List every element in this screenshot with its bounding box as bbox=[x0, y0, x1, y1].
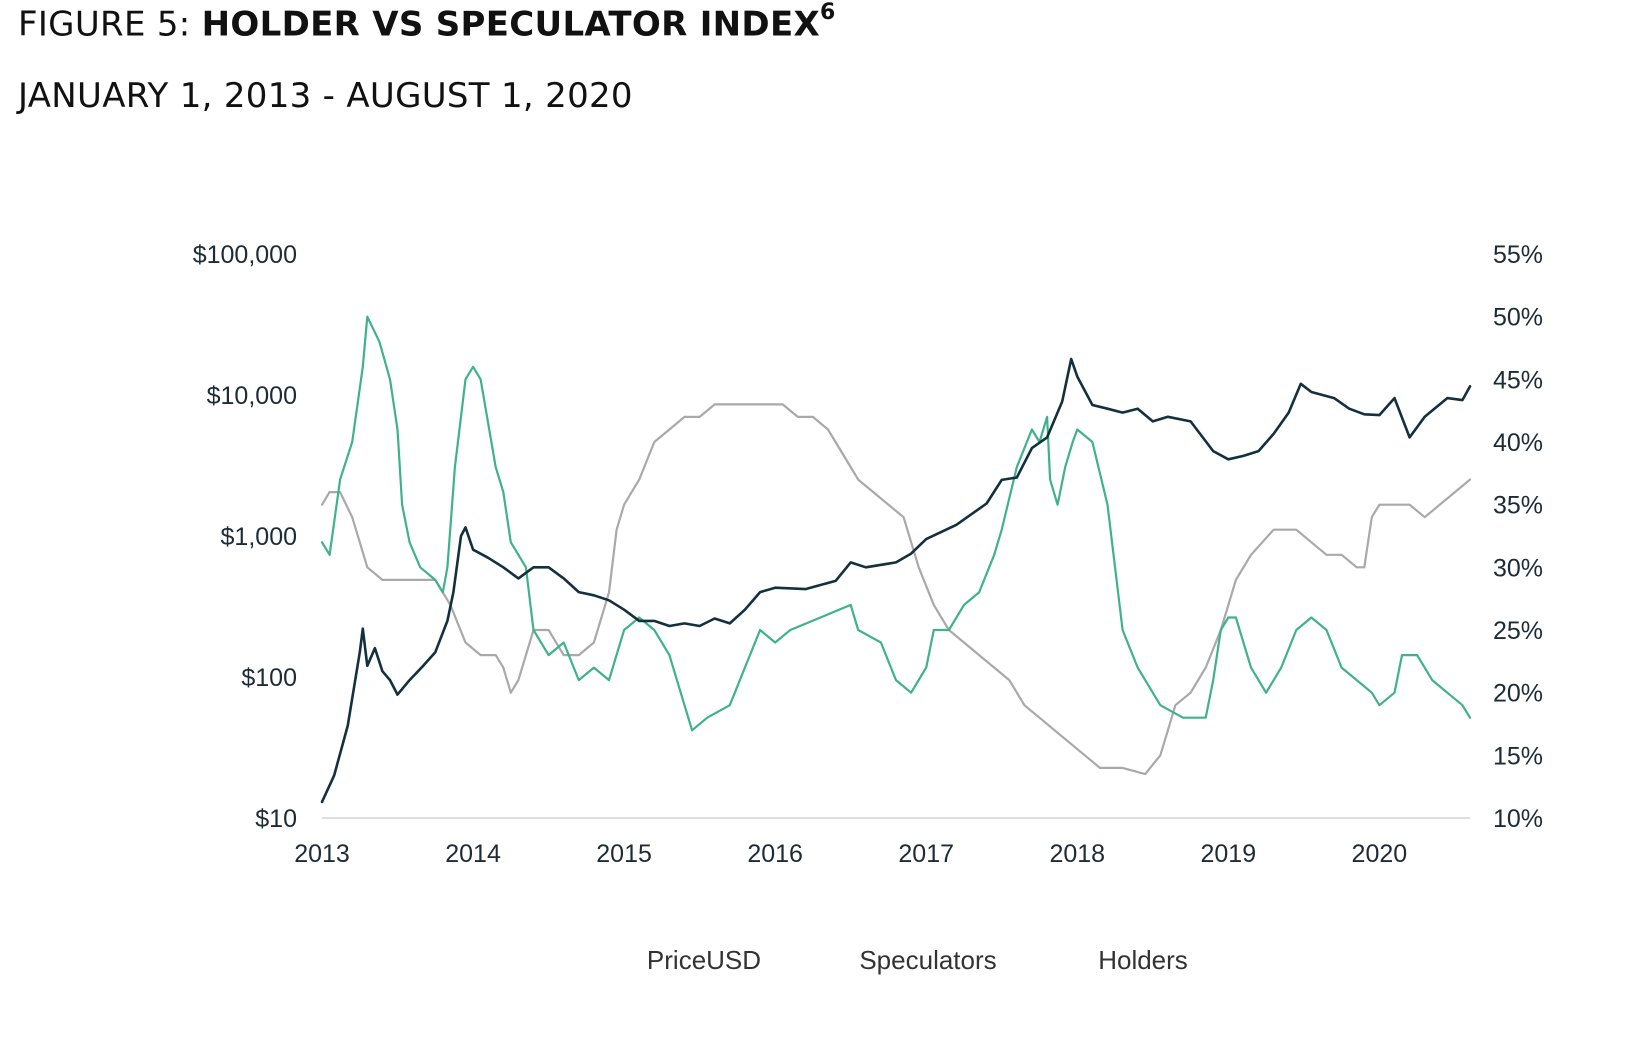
right-tick-label: 30% bbox=[1493, 554, 1543, 582]
left-tick-label: $100,000 bbox=[193, 241, 297, 269]
figure-title: FIGURE 5: HOLDER VS SPECULATOR INDEX6 bbox=[18, 0, 836, 45]
x-tick-label: 2015 bbox=[596, 840, 652, 868]
right-tick-label: 25% bbox=[1493, 617, 1543, 645]
legend-label-speculators: Speculators bbox=[859, 945, 996, 975]
legend-label-priceusd: PriceUSD bbox=[647, 945, 761, 975]
left-axis-ticks: $10 $100 $1,000 $10,000 $100,000 bbox=[193, 241, 297, 833]
right-tick-label: 35% bbox=[1493, 492, 1543, 520]
figure-footnote: 6 bbox=[819, 0, 836, 25]
x-tick-label: 2013 bbox=[294, 840, 350, 868]
right-axis-ticks: 10% 15% 20% 25% 30% 35% 40% 45% 50% 55% bbox=[1493, 241, 1543, 833]
left-tick-label: $10,000 bbox=[207, 382, 297, 410]
right-tick-label: 40% bbox=[1493, 429, 1543, 457]
left-tick-label: $10 bbox=[255, 805, 297, 833]
right-tick-label: 10% bbox=[1493, 805, 1543, 833]
series-line-holders bbox=[320, 403, 1472, 776]
left-tick-label: $1,000 bbox=[221, 523, 297, 551]
series-line-speculators bbox=[320, 315, 1472, 732]
right-tick-label: 50% bbox=[1493, 304, 1543, 332]
series-line-priceusd bbox=[320, 357, 1472, 804]
right-tick-label: 45% bbox=[1493, 366, 1543, 394]
legend-label-holders: Holders bbox=[1098, 945, 1188, 975]
figure-title-text: HOLDER VS SPECULATOR INDEX bbox=[201, 4, 820, 45]
x-tick-label: 2020 bbox=[1352, 840, 1408, 868]
series-lines bbox=[320, 315, 1472, 804]
right-tick-label: 20% bbox=[1493, 680, 1543, 708]
right-tick-label: 15% bbox=[1493, 742, 1543, 770]
x-axis-ticks: 2013 2014 2015 2016 2017 2018 2019 2020 bbox=[294, 840, 1407, 868]
x-tick-label: 2018 bbox=[1049, 840, 1105, 868]
figure-label: FIGURE 5: bbox=[18, 4, 191, 45]
figure-date-range: JANUARY 1, 2013 - AUGUST 1, 2020 bbox=[18, 76, 633, 116]
x-tick-label: 2014 bbox=[445, 840, 501, 868]
right-tick-label: 55% bbox=[1493, 241, 1543, 269]
x-tick-label: 2016 bbox=[747, 840, 803, 868]
x-tick-label: 2017 bbox=[898, 840, 954, 868]
x-tick-label: 2019 bbox=[1201, 840, 1257, 868]
left-tick-label: $100 bbox=[241, 664, 297, 692]
legend: PriceUSD Speculators Holders bbox=[647, 945, 1188, 975]
